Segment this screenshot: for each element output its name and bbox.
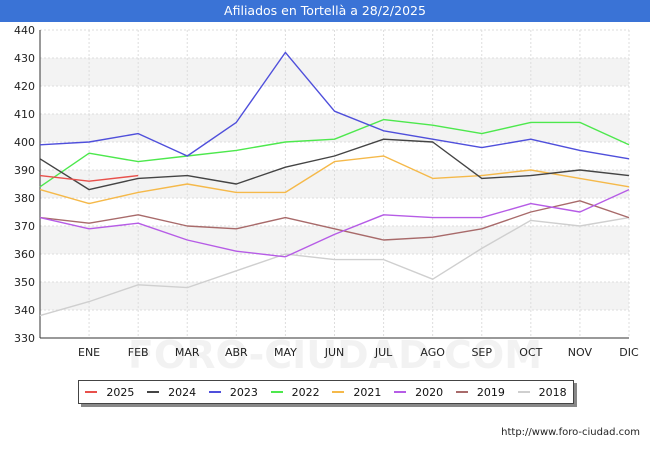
y-tick-label: 370 (14, 220, 35, 233)
legend-swatch (208, 391, 221, 393)
legend-swatch (85, 391, 98, 393)
legend-swatch (517, 391, 530, 393)
x-tick-label: ENE (78, 346, 100, 359)
legend-swatch (394, 391, 407, 393)
x-tick-label: JUL (374, 346, 393, 359)
legend-swatch (332, 391, 345, 393)
legend-swatch (147, 391, 160, 393)
y-tick-label: 410 (14, 108, 35, 121)
axes: 330 340 350 360 370 380 390 400 410 420 430 440 ENE F… (14, 24, 639, 359)
legend-item-2024: 2024 (147, 386, 196, 399)
x-tick-label: AGO (420, 346, 445, 359)
legend-swatch (455, 391, 468, 393)
series-lines (39, 51, 630, 317)
chart-title: Afiliados en Tortellà a 28/2/2025 (0, 0, 650, 22)
x-tick-label: NOV (568, 346, 593, 359)
series-line-2020 (39, 188, 630, 258)
legend-item-2022: 2022 (270, 385, 320, 399)
x-tick-label: DIC (619, 346, 639, 359)
legend-swatch (270, 391, 283, 393)
legend: 2025 2024 2023 2022 2021 2020 2019 2018 (78, 380, 574, 404)
legend-item-2025: 2025 (85, 386, 134, 399)
series-line-2019 (39, 200, 630, 241)
x-tick-label: MAR (175, 346, 200, 359)
legend-item-2018: 2018 (517, 385, 567, 399)
y-tick-label: 350 (14, 276, 35, 289)
legend-item-2023: 2023 (208, 385, 258, 399)
legend-label: 2021 (353, 385, 382, 399)
source-url[interactable]: http://www.foro-ciudad.com (501, 427, 640, 438)
x-tick-label: SEP (471, 346, 492, 359)
y-tick-label: 420 (14, 80, 35, 93)
legend-label: 2020 (415, 385, 444, 399)
legend-item-2021: 2021 (332, 386, 381, 399)
series-line-2025 (39, 174, 139, 182)
series-line-2022 (39, 118, 630, 188)
y-tick-label: 330 (14, 332, 35, 345)
series-line-2018 (39, 216, 630, 317)
y-tick-label: 430 (14, 52, 35, 65)
legend-item-2020: 2020 (394, 386, 443, 399)
legend-label: 2022 (291, 385, 320, 399)
x-tick-label: FEB (128, 346, 149, 359)
y-tick-label: 360 (14, 248, 35, 261)
x-tick-label: MAY (274, 346, 297, 359)
series-line-2024 (39, 138, 630, 191)
legend-label: 2025 (106, 385, 135, 399)
series-line-2021 (39, 155, 630, 205)
y-tick-label: 440 (14, 24, 35, 37)
legend-label: 2018 (538, 385, 567, 399)
y-tick-label: 400 (14, 136, 35, 149)
legend-item-2019: 2019 (455, 385, 505, 399)
x-tick-label: OCT (519, 346, 542, 359)
legend-label: 2019 (476, 385, 505, 399)
watermark: FORO-CIUDAD.COM (128, 333, 542, 377)
x-tick-label: ABR (225, 346, 248, 359)
legend-label: 2024 (168, 385, 197, 399)
series-line-2023 (39, 51, 630, 160)
legend-label: 2023 (229, 385, 258, 399)
y-tick-label: 390 (14, 164, 35, 177)
y-tick-label: 380 (14, 192, 35, 205)
y-tick-label: 340 (14, 304, 35, 317)
x-tick-label: JUN (324, 346, 345, 359)
